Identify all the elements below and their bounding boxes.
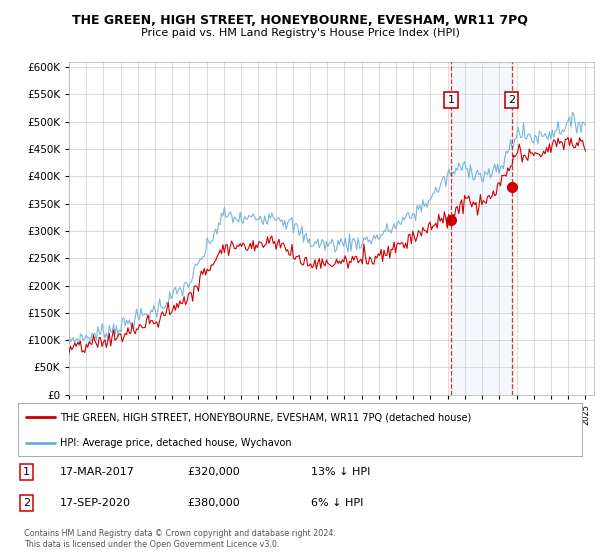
Text: 17-MAR-2017: 17-MAR-2017 (60, 467, 135, 477)
Text: 17-SEP-2020: 17-SEP-2020 (60, 498, 131, 508)
Text: THE GREEN, HIGH STREET, HONEYBOURNE, EVESHAM, WR11 7PQ (detached house): THE GREEN, HIGH STREET, HONEYBOURNE, EVE… (60, 412, 472, 422)
Text: 2: 2 (508, 95, 515, 105)
Text: 2: 2 (23, 498, 30, 508)
Text: Contains HM Land Registry data © Crown copyright and database right 2024.
This d: Contains HM Land Registry data © Crown c… (24, 529, 336, 549)
Text: HPI: Average price, detached house, Wychavon: HPI: Average price, detached house, Wych… (60, 437, 292, 447)
Text: Price paid vs. HM Land Registry's House Price Index (HPI): Price paid vs. HM Land Registry's House … (140, 28, 460, 38)
Text: 1: 1 (448, 95, 455, 105)
Text: £320,000: £320,000 (187, 467, 240, 477)
Text: 1: 1 (23, 467, 30, 477)
Text: THE GREEN, HIGH STREET, HONEYBOURNE, EVESHAM, WR11 7PQ: THE GREEN, HIGH STREET, HONEYBOURNE, EVE… (72, 14, 528, 27)
Text: £380,000: £380,000 (187, 498, 240, 508)
Bar (451, 62, 512, 395)
Text: 13% ↓ HPI: 13% ↓ HPI (311, 467, 371, 477)
Text: 6% ↓ HPI: 6% ↓ HPI (311, 498, 364, 508)
